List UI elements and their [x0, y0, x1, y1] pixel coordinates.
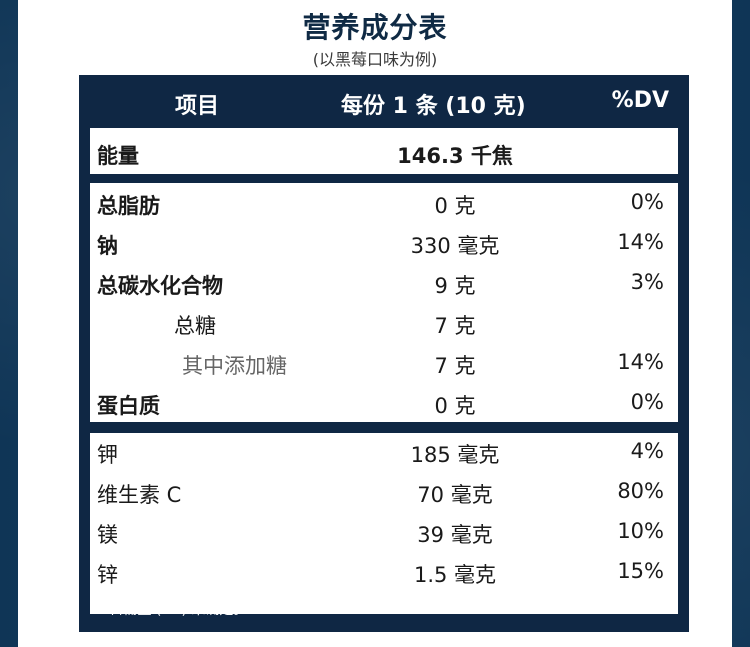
table-row: 钠 330 毫克 14% [90, 224, 678, 264]
nutrient-dv: 14% [617, 350, 664, 374]
nutrient-amount: 185 毫克 [410, 443, 500, 467]
table-row: 锌 1.5 毫克 15% [90, 553, 678, 593]
header-per-serving: 每份 1 条 (10 克) [341, 94, 526, 119]
table-header: 项目 每份 1 条 (10 克) %DV [79, 75, 689, 127]
table-row: 维生素 C 70 毫克 80% [90, 473, 678, 513]
nutrient-name: 总糖 [174, 314, 216, 338]
nutrition-table: 能量 146.3 千焦 总脂肪 0 克 0% 钠 330 毫克 14% 总碳水化… [90, 128, 678, 614]
nutrient-name: 钠 [97, 234, 118, 258]
nutrient-amount: 70 毫克 [417, 483, 493, 507]
thick-divider [90, 174, 678, 183]
dv-footnote: ** 日需量 (DV) 未确定。 [91, 602, 248, 618]
nutrient-dv: 4% [630, 439, 664, 463]
table-row: 钾 185 毫克 4% [90, 433, 678, 473]
nutrient-name: 锌 [97, 563, 118, 587]
table-row: 总脂肪 0 克 0% [90, 184, 678, 224]
page-subtitle: (以黑莓口味为例) [312, 50, 438, 69]
nutrient-dv: 80% [617, 479, 664, 503]
nutrient-name: 钾 [97, 443, 118, 467]
nutrition-sheet: 营养成分表 (以黑莓口味为例) 项目 每份 1 条 (10 克) %DV 能量 … [18, 0, 732, 647]
nutrient-dv: 0% [630, 390, 664, 414]
nutrient-amount: 330 毫克 [410, 234, 500, 258]
table-row-energy: 能量 146.3 千焦 [90, 134, 678, 174]
nutrient-amount: 0 克 [434, 194, 476, 218]
table-row: 蛋白质 0 克 0% [90, 384, 678, 424]
nutrient-name: 其中添加糖 [182, 354, 287, 378]
nutrient-name: 维生素 C [97, 483, 182, 507]
nutrient-dv: 14% [617, 230, 664, 254]
nutrient-amount: 7 克 [434, 314, 476, 338]
nutrient-name: 总碳水化合物 [97, 274, 223, 298]
nutrient-dv: 15% [617, 559, 664, 583]
nutrient-amount: 1.5 毫克 [413, 563, 497, 587]
nutrition-facts-panel: 项目 每份 1 条 (10 克) %DV 能量 146.3 千焦 总脂肪 0 克… [79, 75, 689, 632]
nutrient-name: 蛋白质 [97, 394, 160, 418]
nutrient-amount: 146.3 千焦 [397, 144, 513, 168]
header-item: 项目 [175, 94, 220, 119]
nutrient-name: 镁 [97, 523, 118, 547]
nutrient-name: 能量 [97, 144, 139, 168]
nutrient-amount: 39 毫克 [417, 523, 493, 547]
nutrient-name: 总脂肪 [97, 194, 160, 218]
table-row: 镁 39 毫克 10% [90, 513, 678, 553]
thick-divider [90, 422, 678, 433]
page-title: 营养成分表 [302, 11, 448, 44]
nutrient-amount: 0 克 [434, 394, 476, 418]
header-dv: %DV [611, 88, 669, 113]
table-row: 总碳水化合物 9 克 3% [90, 264, 678, 304]
nutrient-amount: 9 克 [434, 274, 476, 298]
nutrient-dv: 10% [617, 519, 664, 543]
table-row: 总糖 7 克 [90, 304, 678, 344]
nutrient-dv: 3% [630, 270, 664, 294]
nutrient-dv: 0% [630, 190, 664, 214]
table-row: 其中添加糖 7 克 14% [90, 344, 678, 384]
nutrient-amount: 7 克 [434, 354, 476, 378]
